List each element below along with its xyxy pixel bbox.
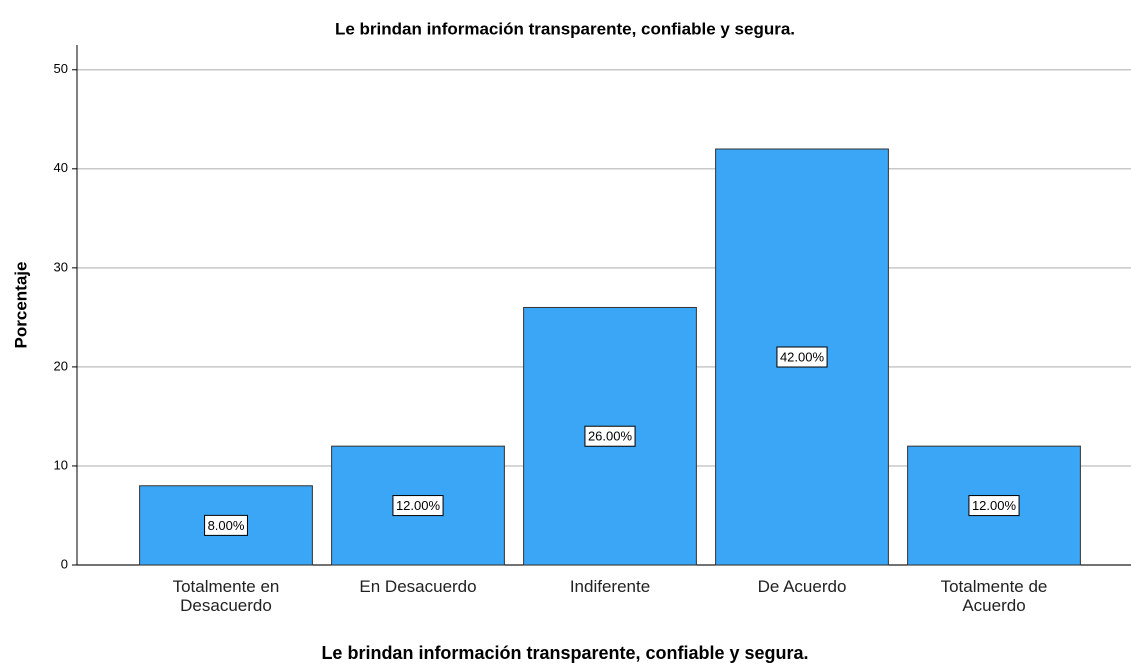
value-label-box [776,346,828,368]
x-tick-label: Totalmente en Desacuerdo [172,577,280,615]
y-tick-label: 50 [54,61,68,76]
x-tick-label: Indiferente [569,577,651,596]
y-tick-label: 20 [54,358,68,373]
y-tick-label: 0 [61,556,68,571]
x-tick-label: De Acuerdo [757,577,847,596]
y-tick-label: 10 [54,457,68,472]
value-label-box [204,514,248,536]
value-label: 8.00% [208,518,245,533]
value-label-box [968,495,1020,517]
x-axis-title: Le brindan información transparente, con… [321,643,808,663]
y-axis-title: Porcentaje [11,262,30,349]
x-tick-label: En Desacuerdo [359,577,477,596]
value-label: 26.00% [588,429,633,444]
y-tick-label: 30 [54,259,68,274]
value-label-box [584,425,636,447]
y-tick-label: 40 [54,160,68,175]
value-label-box [392,495,444,517]
x-tick-label: Totalmente de Acuerdo [940,577,1048,615]
chart-title: Le brindan información transparente, con… [335,19,795,38]
value-label: 12.00% [972,498,1017,513]
value-label: 42.00% [780,349,825,364]
value-label: 12.00% [396,498,441,513]
